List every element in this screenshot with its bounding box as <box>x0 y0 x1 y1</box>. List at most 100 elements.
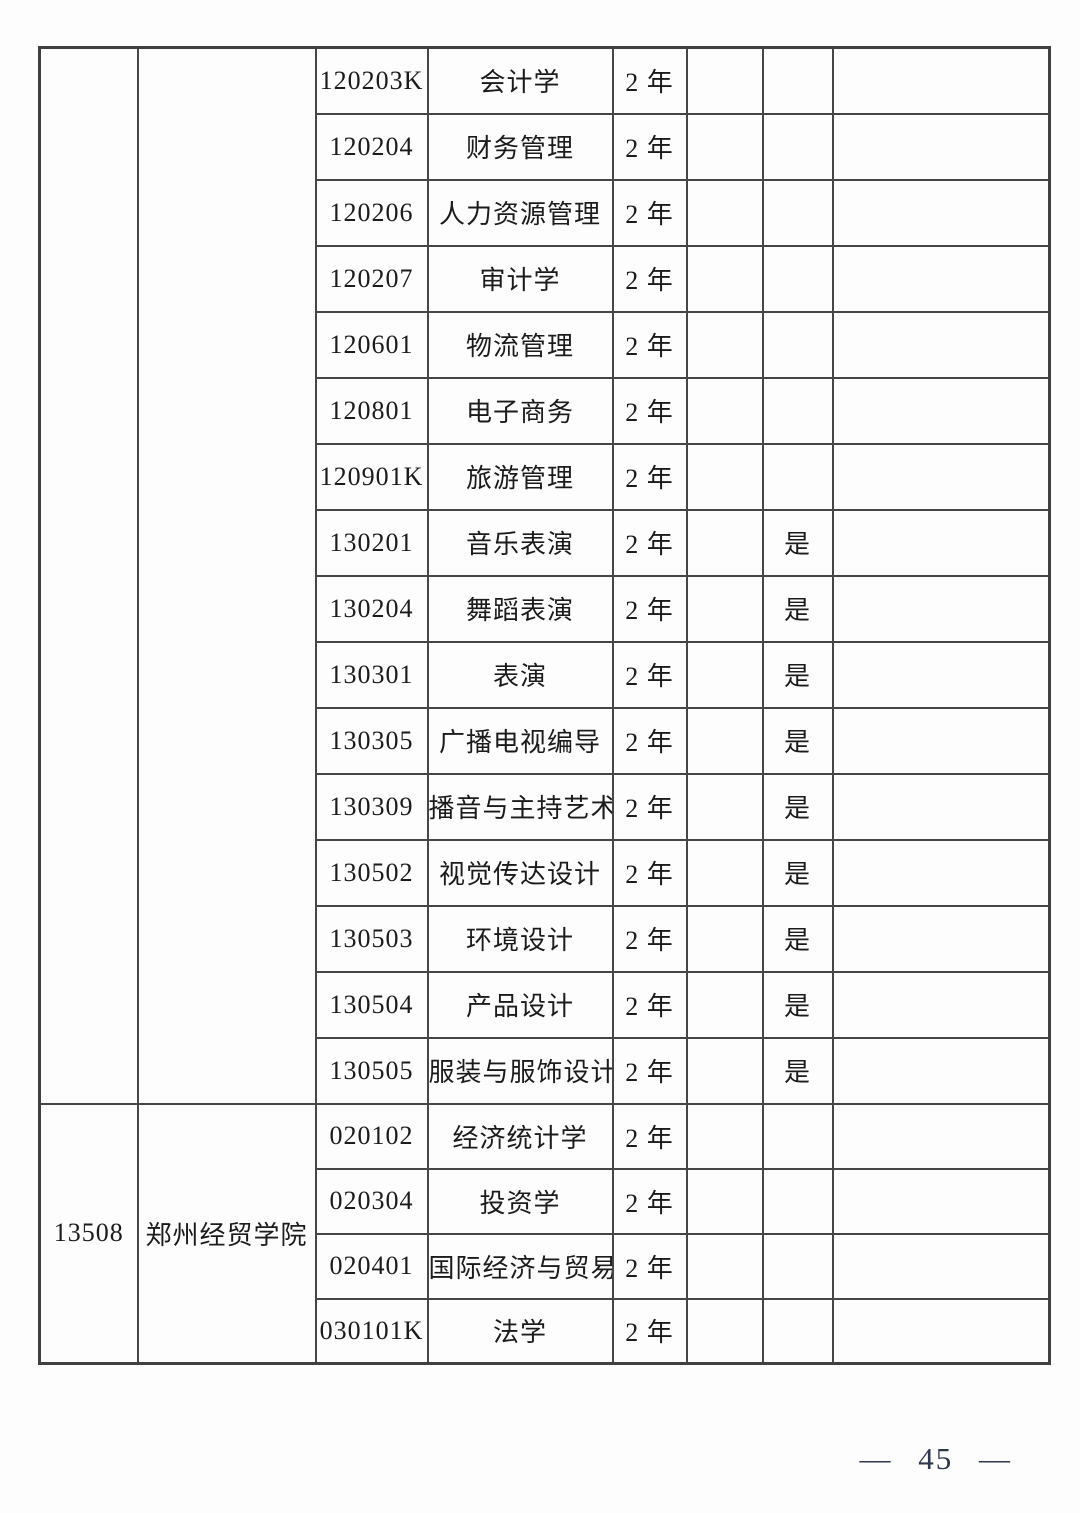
blank-cell <box>685 46 764 115</box>
major-name-cell: 人力资源管理 <box>426 178 614 247</box>
blank-cell <box>685 376 764 445</box>
duration-cell: 2 年 <box>611 442 688 511</box>
major-name-cell: 电子商务 <box>426 376 614 445</box>
major-code-cell: 120204 <box>314 112 429 181</box>
table-row: 120601 物流管理 2 年 <box>40 310 1051 379</box>
art-flag-cell: 是 <box>761 640 834 709</box>
art-flag-cell <box>761 1297 834 1365</box>
blank-cell <box>685 772 764 841</box>
remark-cell <box>831 112 1051 181</box>
art-flag-cell: 是 <box>761 772 834 841</box>
table-row: 020401 国际经济与贸易 2 年 <box>40 1232 1051 1300</box>
art-flag-cell <box>761 376 834 445</box>
major-code-cell: 120901K <box>314 442 429 511</box>
table-row: 130502 视觉传达设计 2 年 是 <box>40 838 1051 907</box>
duration-cell: 2 年 <box>611 904 688 973</box>
remark-cell <box>831 904 1051 973</box>
major-code-cell: 130305 <box>314 706 429 775</box>
duration-cell: 2 年 <box>611 310 688 379</box>
major-code-cell: 020401 <box>314 1232 429 1300</box>
table-row: 120204 财务管理 2 年 <box>40 112 1051 181</box>
duration-cell: 2 年 <box>611 1036 688 1105</box>
art-flag-cell: 是 <box>761 508 834 577</box>
art-flag-cell: 是 <box>761 970 834 1039</box>
art-flag-cell <box>761 1232 834 1300</box>
major-code-cell: 130504 <box>314 970 429 1039</box>
remark-cell <box>831 1167 1051 1235</box>
major-code-cell: 030101K <box>314 1297 429 1365</box>
remark-cell <box>831 1232 1051 1300</box>
blank-cell <box>685 574 764 643</box>
table-body: 120203K 会计学 2 年 120204 财务管理 2 年 120206 人力资源管理 2 … <box>38 46 1051 1365</box>
duration-cell: 2 年 <box>611 1167 688 1235</box>
art-flag-cell <box>761 112 834 181</box>
remark-cell <box>831 706 1051 775</box>
major-code-cell: 130204 <box>314 574 429 643</box>
remark-cell <box>831 1102 1051 1170</box>
art-flag-cell <box>761 178 834 247</box>
major-name-cell: 国际经济与贸易 <box>426 1232 614 1300</box>
major-name-cell: 物流管理 <box>426 310 614 379</box>
major-code-cell: 020102 <box>314 1102 429 1170</box>
duration-cell: 2 年 <box>611 508 688 577</box>
table-row: 120207 审计学 2 年 <box>40 244 1051 313</box>
duration-cell: 2 年 <box>611 244 688 313</box>
duration-cell: 2 年 <box>611 46 688 115</box>
art-flag-cell <box>761 1102 834 1170</box>
art-flag-cell <box>761 46 834 115</box>
school-code-cell <box>38 46 139 1105</box>
remark-cell <box>831 640 1051 709</box>
art-flag-cell <box>761 244 834 313</box>
major-name-cell: 法学 <box>426 1297 614 1365</box>
major-code-cell: 130201 <box>314 508 429 577</box>
table-row: 120901K 旅游管理 2 年 <box>40 442 1051 511</box>
blank-cell <box>685 1232 764 1300</box>
blank-cell <box>685 970 764 1039</box>
major-code-cell: 120206 <box>314 178 429 247</box>
table-row: 130305 广播电视编导 2 年 是 <box>40 706 1051 775</box>
major-name-cell: 播音与主持艺术 <box>426 772 614 841</box>
art-flag-cell <box>761 310 834 379</box>
remark-cell <box>831 1297 1051 1365</box>
blank-cell <box>685 442 764 511</box>
table-row: 130301 表演 2 年 是 <box>40 640 1051 709</box>
duration-cell: 2 年 <box>611 178 688 247</box>
remark-cell <box>831 838 1051 907</box>
school-name-cell <box>136 46 317 1105</box>
table-row: 130503 环境设计 2 年 是 <box>40 904 1051 973</box>
table-row: 130204 舞蹈表演 2 年 是 <box>40 574 1051 643</box>
major-name-cell: 服装与服饰设计 <box>426 1036 614 1105</box>
remark-cell <box>831 376 1051 445</box>
blank-cell <box>685 112 764 181</box>
blank-cell <box>685 1036 764 1105</box>
major-name-cell: 经济统计学 <box>426 1102 614 1170</box>
art-flag-cell: 是 <box>761 904 834 973</box>
remark-cell <box>831 574 1051 643</box>
art-flag-cell: 是 <box>761 838 834 907</box>
remark-cell <box>831 1036 1051 1105</box>
duration-cell: 2 年 <box>611 706 688 775</box>
major-name-cell: 审计学 <box>426 244 614 313</box>
table-row: 120206 人力资源管理 2 年 <box>40 178 1051 247</box>
major-code-cell: 120801 <box>314 376 429 445</box>
major-name-cell: 舞蹈表演 <box>426 574 614 643</box>
major-code-cell: 130503 <box>314 904 429 973</box>
table-row: 130505 服装与服饰设计 2 年 是 <box>40 1036 1051 1105</box>
table-row: 030101K 法学 2 年 <box>40 1297 1051 1365</box>
remark-cell <box>831 244 1051 313</box>
duration-cell: 2 年 <box>611 574 688 643</box>
blank-cell <box>685 1297 764 1365</box>
blank-cell <box>685 178 764 247</box>
remark-cell <box>831 310 1051 379</box>
majors-table: 120203K 会计学 2 年 120204 财务管理 2 年 120206 人力资源管理 2 … <box>38 46 1051 1365</box>
major-name-cell: 音乐表演 <box>426 508 614 577</box>
table-row: 120203K 会计学 2 年 <box>38 46 1051 1105</box>
major-name-cell: 投资学 <box>426 1167 614 1235</box>
art-flag-cell: 是 <box>761 1036 834 1105</box>
blank-cell <box>685 1102 764 1170</box>
major-code-cell: 120207 <box>314 244 429 313</box>
remark-cell <box>831 178 1051 247</box>
duration-cell: 2 年 <box>611 838 688 907</box>
remark-cell <box>831 772 1051 841</box>
